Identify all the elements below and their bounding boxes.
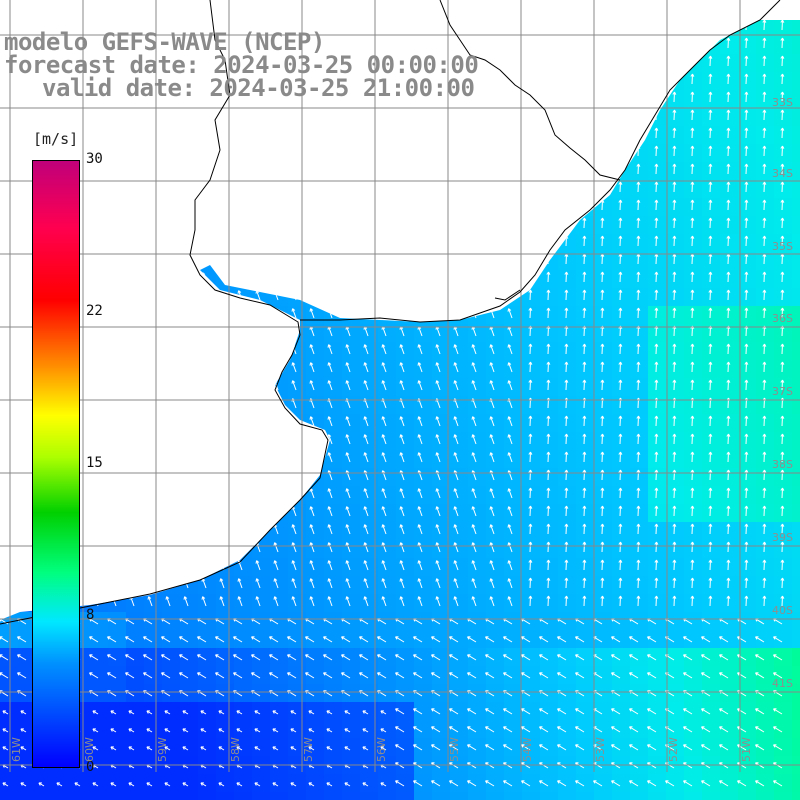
- lon-label-61w: 61W: [10, 737, 23, 762]
- valid-date: valid date: 2024-03-25 21:00:00: [42, 74, 475, 102]
- lat-label-41s: 41S: [772, 677, 793, 690]
- colorbar-tick-15: 15: [86, 455, 103, 471]
- lat-label-34s: 34S: [772, 167, 793, 180]
- lon-label-52w: 52W: [667, 737, 680, 762]
- lon-label-51w: 51W: [740, 737, 753, 762]
- lat-label-33s: 33S: [772, 96, 793, 109]
- colorbar-unit-box: [30, 130, 78, 152]
- lat-label-35s: 35S: [772, 240, 793, 253]
- colorbar-tick-22: 22: [86, 303, 103, 319]
- lat-label-36s: 36S: [772, 312, 793, 325]
- colorbar-unit: [m/s]: [33, 130, 79, 148]
- lon-label-59w: 59W: [156, 737, 169, 762]
- lon-label-54w: 54W: [521, 737, 534, 762]
- lat-label-37s: 37S: [772, 385, 793, 398]
- colorbar: [32, 160, 80, 768]
- lat-lon-grid: [0, 0, 800, 772]
- lon-label-56w: 56W: [375, 737, 388, 762]
- lon-label-57w: 57W: [302, 737, 315, 762]
- forecast-date: forecast date: 2024-03-25 00:00:00: [4, 51, 479, 79]
- lon-label-60w: 60W: [83, 737, 96, 762]
- colorbar-tick-0: 0: [86, 759, 95, 775]
- lat-label-40s: 40S: [772, 604, 793, 617]
- model-title: modelo GEFS-WAVE (NCEP): [4, 28, 325, 56]
- colorbar-tick-8: 8: [86, 607, 95, 623]
- lon-label-58w: 58W: [229, 737, 242, 762]
- coastline: [0, 0, 781, 625]
- lat-label-39s: 39S: [772, 531, 793, 544]
- lon-label-53w: 53W: [594, 737, 607, 762]
- lon-label-55w: 55W: [448, 737, 461, 762]
- lat-label-38s: 38S: [772, 458, 793, 471]
- colorbar-tick-30: 30: [86, 151, 103, 167]
